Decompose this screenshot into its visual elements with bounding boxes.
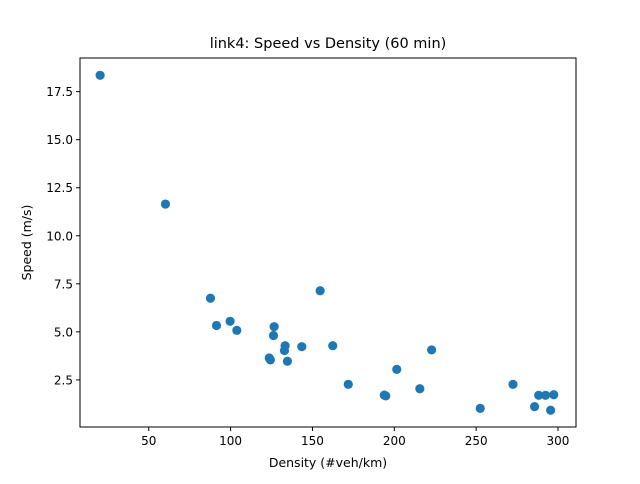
data-point <box>232 325 242 335</box>
data-point <box>475 403 485 413</box>
data-point <box>95 70 105 80</box>
data-point <box>392 364 402 374</box>
data-points <box>95 70 559 415</box>
axes-frame <box>79 57 577 428</box>
data-point <box>282 356 293 366</box>
data-point <box>529 402 540 412</box>
data-point <box>427 345 437 355</box>
y-tick-label: 7.5 <box>54 277 73 291</box>
data-point <box>328 341 338 351</box>
data-point <box>315 286 325 296</box>
y-tick-label: 12.5 <box>46 181 73 195</box>
x-axis-ticks: 50 100 150 200 250 300 <box>141 427 569 448</box>
data-point <box>280 341 290 351</box>
x-tick-label: 300 <box>547 434 570 448</box>
data-point <box>160 199 171 209</box>
data-point <box>205 293 216 303</box>
y-tick-label: 15.0 <box>46 133 73 147</box>
y-tick-label: 5.0 <box>54 325 73 339</box>
y-axis-label: Speed (m/s) <box>19 205 34 281</box>
data-point <box>534 390 544 400</box>
y-tick-label: 2.5 <box>54 373 73 387</box>
data-point <box>508 379 518 389</box>
plot-area <box>80 58 576 427</box>
data-point <box>211 320 222 331</box>
chart-title: link4: Speed vs Density (60 min) <box>210 36 447 52</box>
x-tick-label: 50 <box>141 434 156 448</box>
x-tick-label: 250 <box>465 434 488 448</box>
y-tick-label: 10.0 <box>46 229 73 243</box>
data-point <box>549 390 559 400</box>
data-point <box>268 330 279 341</box>
y-axis-ticks: 2.5 5.0 7.5 10.0 12.5 15.0 17.5 <box>46 85 80 387</box>
x-tick-label: 100 <box>219 434 242 448</box>
data-point <box>415 384 425 394</box>
data-point <box>225 316 235 326</box>
x-tick-label: 150 <box>301 434 324 448</box>
data-point <box>297 342 307 352</box>
y-tick-label: 17.5 <box>46 85 73 99</box>
data-point <box>381 391 391 401</box>
x-tick-label: 200 <box>383 434 406 448</box>
data-point <box>343 379 353 389</box>
data-point <box>540 390 551 400</box>
data-point <box>269 322 279 332</box>
x-axis-label: Density (#veh/km) <box>269 455 387 470</box>
data-point <box>546 405 556 415</box>
data-point <box>265 355 275 365</box>
